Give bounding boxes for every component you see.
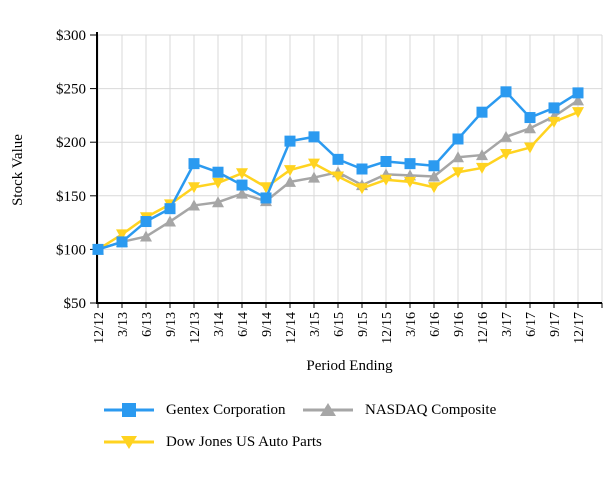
x-tick-label: 3/16 — [404, 312, 419, 337]
nasdaq-line-triangle-icon — [303, 403, 353, 416]
marker-square-gentex-corporation — [428, 160, 440, 172]
marker-triangle-up-nasdaq-composite — [188, 199, 200, 211]
marker-square-gentex-corporation — [572, 87, 584, 99]
x-tick-label: 12/13 — [188, 312, 203, 344]
marker-triangle-up-nasdaq-composite — [140, 230, 152, 242]
marker-triangle-down-dow-jones-us-auto-parts — [332, 171, 344, 183]
x-tick-label: 12/17 — [572, 312, 587, 344]
x-tick-label: 9/17 — [548, 312, 563, 337]
marker-square-gentex-corporation — [212, 166, 224, 178]
x-tick-label: 6/17 — [524, 312, 539, 337]
x-tick-label: 6/15 — [332, 312, 347, 337]
marker-triangle-down-dow-jones-us-auto-parts — [380, 174, 392, 186]
x-tick-label: 12/16 — [476, 312, 491, 344]
stock-chart: $50 $100 $150 $200 $250 $300 12/12 3/13 6/13 9/13… — [10, 28, 603, 374]
marker-triangle-down-dow-jones-us-auto-parts — [260, 182, 272, 194]
marker-triangle-up-nasdaq-composite — [236, 187, 248, 199]
x-tick-label: 9/13 — [164, 312, 179, 337]
marker-triangle-up-nasdaq-composite — [572, 94, 584, 106]
x-tick-label: 3/15 — [308, 312, 323, 337]
x-tick-label: 6/16 — [428, 312, 443, 337]
marker-triangle-up-nasdaq-composite — [452, 151, 464, 163]
y-axis-title: Stock Value — [10, 134, 26, 206]
marker-square-gentex-corporation — [116, 236, 128, 248]
marker-triangle-down-dow-jones-us-auto-parts — [524, 142, 536, 154]
x-tick-label: 9/14 — [260, 312, 275, 337]
marker-triangle-up-nasdaq-composite — [500, 130, 512, 142]
x-tick-label: 9/15 — [356, 312, 371, 337]
y-tick-label: $50 — [64, 296, 87, 312]
marker-triangle-up-nasdaq-composite — [428, 170, 440, 182]
marker-triangle-down-dow-jones-us-auto-parts — [284, 165, 296, 177]
marker-triangle-up-nasdaq-composite — [284, 175, 296, 187]
marker-triangle-down-dow-jones-us-auto-parts — [308, 158, 320, 170]
marker-square-gentex-corporation — [92, 243, 104, 255]
marker-square-gentex-corporation — [380, 155, 392, 167]
y-tick-label: $300 — [56, 28, 86, 44]
marker-triangle-down-dow-jones-us-auto-parts — [572, 107, 584, 119]
marker-square-gentex-corporation — [332, 153, 344, 165]
marker-triangle-up-nasdaq-composite — [524, 122, 536, 134]
marker-triangle-down-dow-jones-us-auto-parts — [188, 182, 200, 194]
gentex-line-square-icon — [104, 403, 154, 417]
marker-triangle-up-nasdaq-composite — [164, 215, 176, 227]
marker-square-gentex-corporation — [284, 135, 296, 147]
x-tick-label: 12/12 — [92, 312, 107, 344]
marker-triangle-down-dow-jones-us-auto-parts — [212, 177, 224, 189]
dowjones-line-triangle-down-icon — [104, 436, 154, 449]
marker-triangle-up-nasdaq-composite — [308, 171, 320, 183]
x-tick-label: 6/14 — [236, 312, 251, 337]
y-tick-label: $200 — [56, 135, 86, 151]
x-tick-label: 3/13 — [116, 312, 131, 337]
legend-label-gentex: Gentex Corporation — [166, 401, 286, 418]
marker-square-gentex-corporation — [452, 133, 464, 145]
legend-item-gentex: Gentex Corporation — [104, 400, 286, 420]
marker-square-gentex-corporation — [404, 158, 416, 170]
marker-triangle-down-dow-jones-us-auto-parts — [548, 116, 560, 128]
marker-triangle-up-nasdaq-composite — [212, 196, 224, 208]
marker-square-gentex-corporation — [356, 163, 368, 175]
marker-triangle-down-dow-jones-us-auto-parts — [116, 229, 128, 241]
marker-square-gentex-corporation — [548, 102, 560, 114]
marker-square-gentex-corporation — [236, 179, 248, 191]
marker-square-gentex-corporation — [500, 86, 512, 98]
y-tick-label: $100 — [56, 242, 86, 258]
x-tick-label: 6/13 — [140, 312, 155, 337]
legend-item-dowjones: Dow Jones US Auto Parts — [104, 432, 322, 452]
x-tick-label: 3/14 — [212, 312, 227, 337]
marker-triangle-down-dow-jones-us-auto-parts — [452, 167, 464, 179]
marker-square-gentex-corporation — [140, 216, 152, 228]
y-tick-label: $150 — [56, 189, 86, 205]
x-tick-label: 9/16 — [452, 312, 467, 337]
legend-label-nasdaq: NASDAQ Composite — [365, 401, 497, 418]
legend-item-nasdaq: NASDAQ Composite — [303, 400, 496, 420]
x-tick-label: 3/17 — [500, 312, 515, 337]
x-tick-label: 12/15 — [380, 312, 395, 344]
marker-triangle-down-dow-jones-us-auto-parts — [428, 182, 440, 194]
y-tick-label: $250 — [56, 82, 86, 98]
marker-triangle-down-dow-jones-us-auto-parts — [500, 148, 512, 160]
marker-triangle-down-dow-jones-us-auto-parts — [476, 162, 488, 174]
marker-square-gentex-corporation — [308, 131, 320, 143]
marker-square-gentex-corporation — [164, 203, 176, 215]
legend-label-dowjones: Dow Jones US Auto Parts — [166, 433, 322, 450]
x-axis-title: Period Ending — [306, 358, 393, 374]
marker-triangle-down-dow-jones-us-auto-parts — [404, 176, 416, 188]
x-tick-label: 12/14 — [284, 312, 299, 344]
marker-square-gentex-corporation — [188, 158, 200, 170]
marker-triangle-down-dow-jones-us-auto-parts — [236, 168, 248, 180]
marker-triangle-up-nasdaq-composite — [476, 149, 488, 161]
marker-square-gentex-corporation — [260, 192, 272, 204]
marker-square-gentex-corporation — [524, 112, 536, 124]
marker-triangle-down-dow-jones-us-auto-parts — [356, 183, 368, 195]
marker-square-gentex-corporation — [476, 106, 488, 118]
